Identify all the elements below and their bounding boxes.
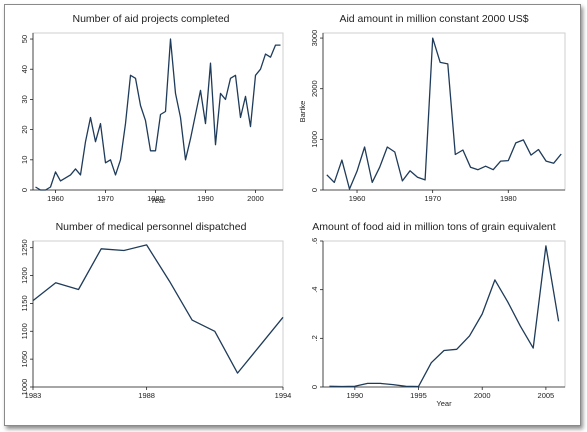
y-tick-label: 50 bbox=[20, 35, 29, 43]
x-tick-label: 1995 bbox=[410, 391, 427, 400]
chart-panel-4: Amount of food aid in million tons of gr… bbox=[294, 219, 574, 419]
y-tick-label: 10 bbox=[20, 156, 29, 164]
chart-figure: Number of aid projects completed 0 10 20 30 4… bbox=[11, 11, 574, 419]
y-tick-label: 40 bbox=[20, 65, 29, 73]
x-tick-label: 1960 bbox=[47, 194, 64, 203]
x-tick-label: 1980 bbox=[147, 194, 164, 203]
series-line bbox=[32, 244, 284, 374]
chart-title: Number of aid projects completed bbox=[73, 13, 230, 25]
chart-title: Aid amount in million constant 2000 US$ bbox=[339, 13, 528, 25]
y-tick-label: 1000 bbox=[310, 131, 319, 148]
x-tick-label: 1994 bbox=[275, 391, 292, 400]
x-tick-label: 1988 bbox=[138, 391, 155, 400]
x-tick-label: 1960 bbox=[349, 194, 366, 203]
x-tick-label: 1990 bbox=[197, 194, 214, 203]
y-tick-label: 0 bbox=[310, 385, 319, 389]
plot-area bbox=[32, 240, 284, 388]
y-tick-label: 30 bbox=[20, 95, 29, 103]
chart-title: Amount of food aid in million tons of gr… bbox=[312, 221, 555, 233]
y-tick-label: 3000 bbox=[310, 30, 319, 47]
x-axis-label: Year bbox=[150, 196, 166, 205]
plot-area bbox=[32, 32, 284, 191]
figure-frame: Number of aid projects completed 0 10 20 30 4… bbox=[4, 4, 581, 426]
chart-panel-1: Number of aid projects completed 0 10 20 30 4… bbox=[11, 11, 291, 213]
y-tick-label: .2 bbox=[310, 335, 319, 341]
x-tick-label: 1970 bbox=[424, 194, 441, 203]
x-tick-label: 1980 bbox=[500, 194, 517, 203]
y-tick-label: 1150 bbox=[20, 295, 29, 311]
y-tick-label: 1100 bbox=[20, 323, 29, 339]
plot-area bbox=[322, 32, 566, 191]
chart-panel-2: Aid amount in million constant 2000 US$ 0… bbox=[294, 11, 574, 213]
chart-panel-3: Number of medical personnel dispatched 10… bbox=[11, 219, 291, 419]
x-axis-label: Year bbox=[436, 399, 452, 408]
plot-area bbox=[322, 240, 566, 388]
y-tick-label: 1000 bbox=[20, 379, 29, 396]
x-tick-label: 2005 bbox=[538, 391, 555, 400]
series-line bbox=[35, 38, 281, 191]
y-tick-label: 1050 bbox=[20, 351, 29, 368]
y-tick-label: 0 bbox=[20, 188, 29, 192]
y-tick-label: .4 bbox=[310, 287, 319, 293]
y-tick-label: 2000 bbox=[310, 80, 319, 97]
x-tick-label: 2000 bbox=[247, 194, 264, 203]
y-axis-label: Bartke bbox=[298, 101, 307, 123]
x-tick-label: 1970 bbox=[97, 194, 114, 203]
y-tick-label: 1200 bbox=[20, 267, 29, 284]
chart-title: Number of medical personnel dispatched bbox=[56, 221, 247, 233]
x-tick-label: 1983 bbox=[25, 391, 42, 400]
series-line bbox=[329, 245, 560, 388]
series-line bbox=[326, 37, 562, 190]
y-tick-label: .6 bbox=[310, 238, 319, 244]
x-tick-label: 2000 bbox=[474, 391, 491, 400]
y-tick-label: 20 bbox=[20, 125, 29, 133]
y-tick-label: 0 bbox=[310, 188, 319, 192]
x-tick-label: 1990 bbox=[346, 391, 363, 400]
y-tick-label: 1250 bbox=[20, 239, 29, 256]
